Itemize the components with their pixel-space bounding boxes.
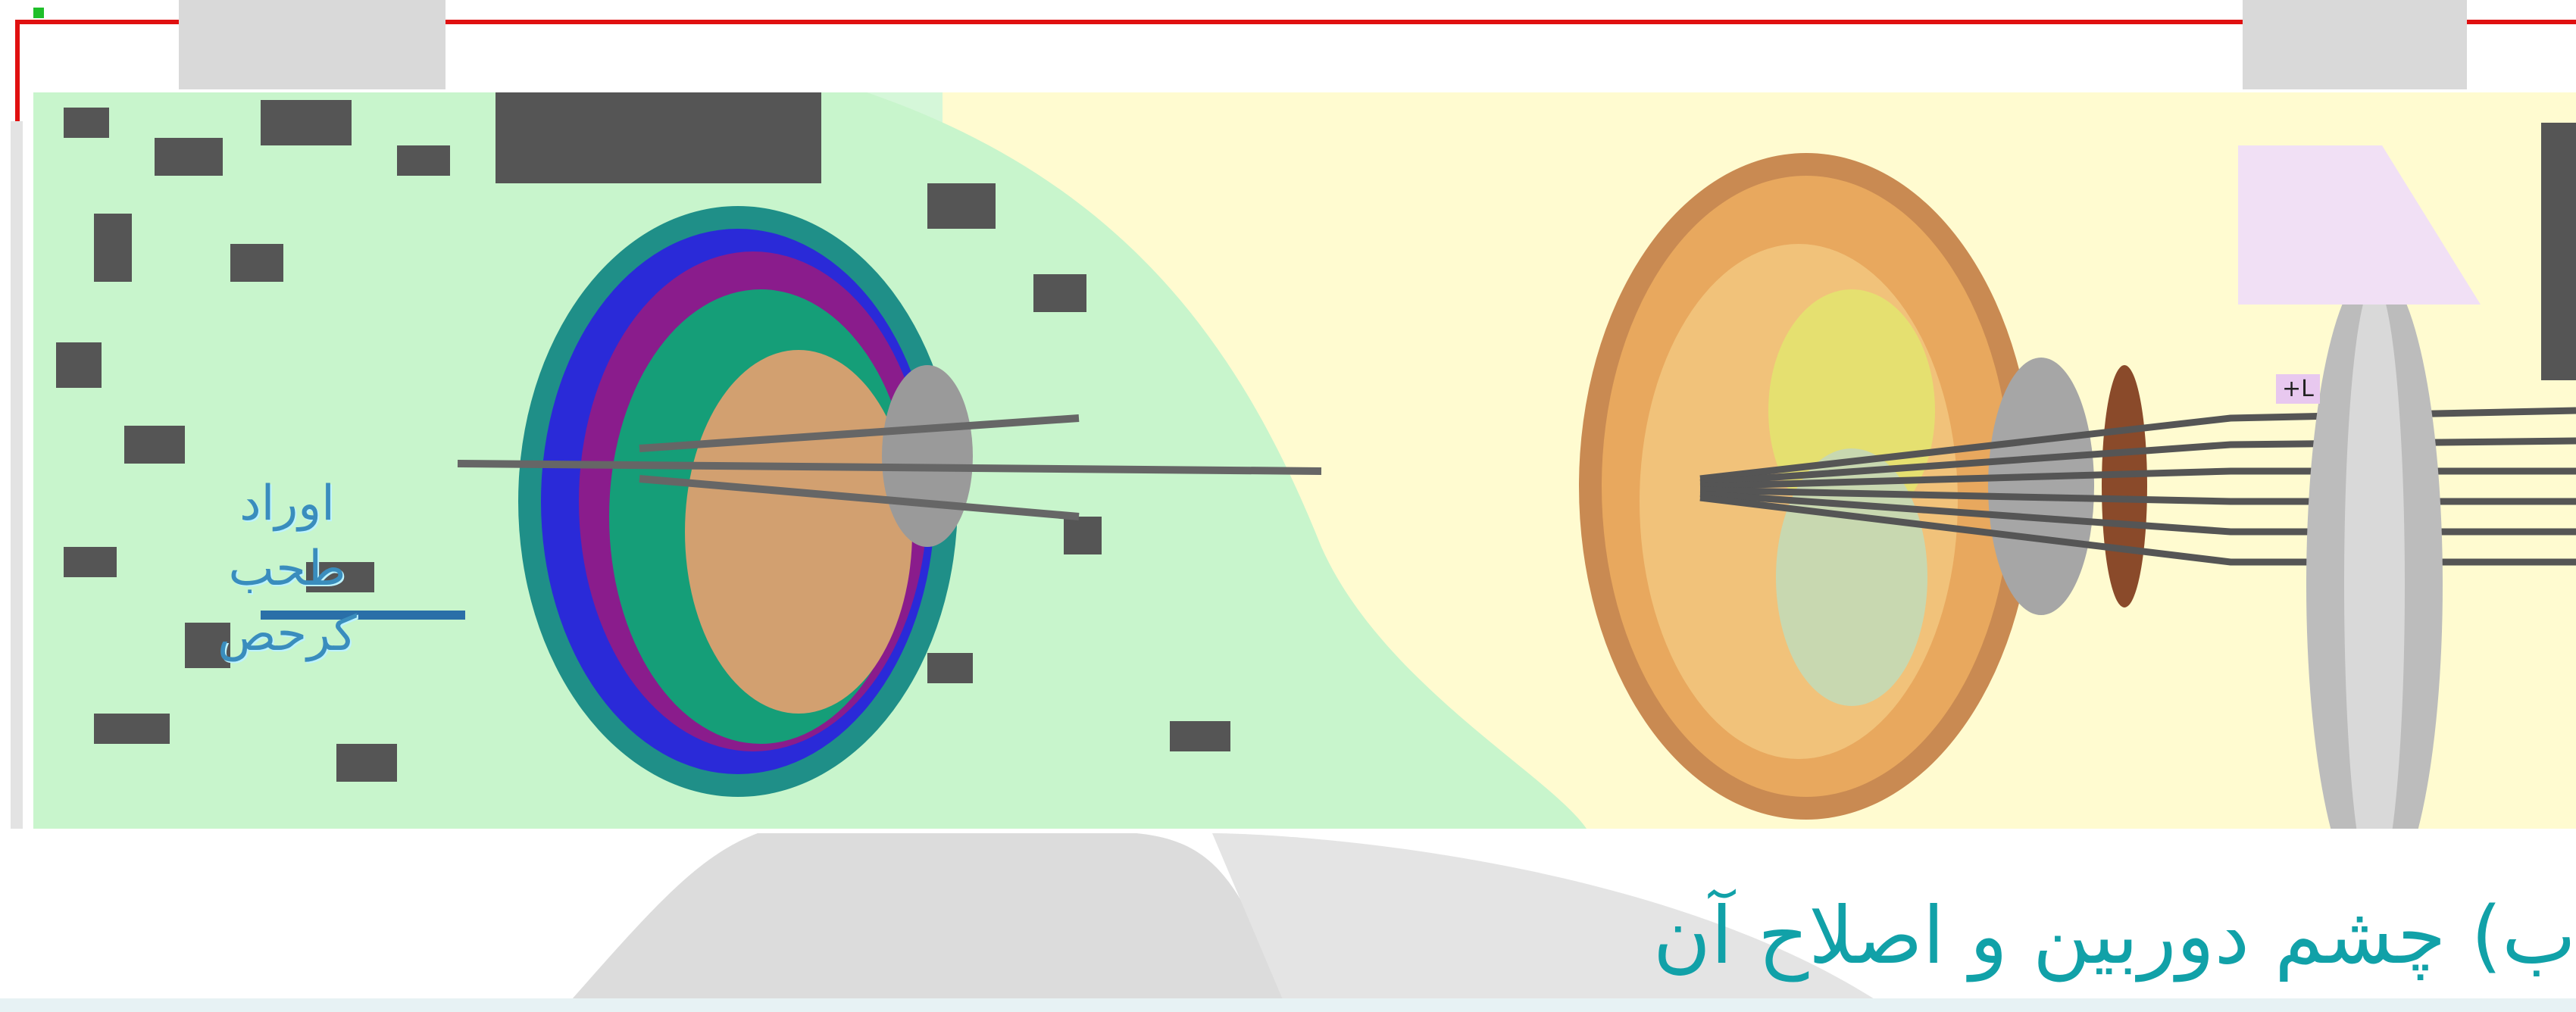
section-heading: ب) چشم دوربین و اصلاح آن xyxy=(1652,889,2576,982)
lens-label: +L xyxy=(2276,374,2320,404)
gray-swoosh-shape xyxy=(561,833,1894,1012)
top-tab-right xyxy=(2243,0,2467,89)
eye-illustration xyxy=(33,92,2576,829)
bottom-strip xyxy=(0,998,2576,1012)
top-tab-left xyxy=(179,0,445,89)
frame-top-border xyxy=(15,20,2576,24)
left-figure-caption: اوراد طحب کرحص xyxy=(217,476,357,662)
left-margin-rule xyxy=(11,121,23,1012)
corner-marker-icon xyxy=(33,8,44,18)
eye-diagram-figure: +L اوراد طحب کرحص xyxy=(33,92,2576,829)
frame-left-border xyxy=(15,20,20,126)
